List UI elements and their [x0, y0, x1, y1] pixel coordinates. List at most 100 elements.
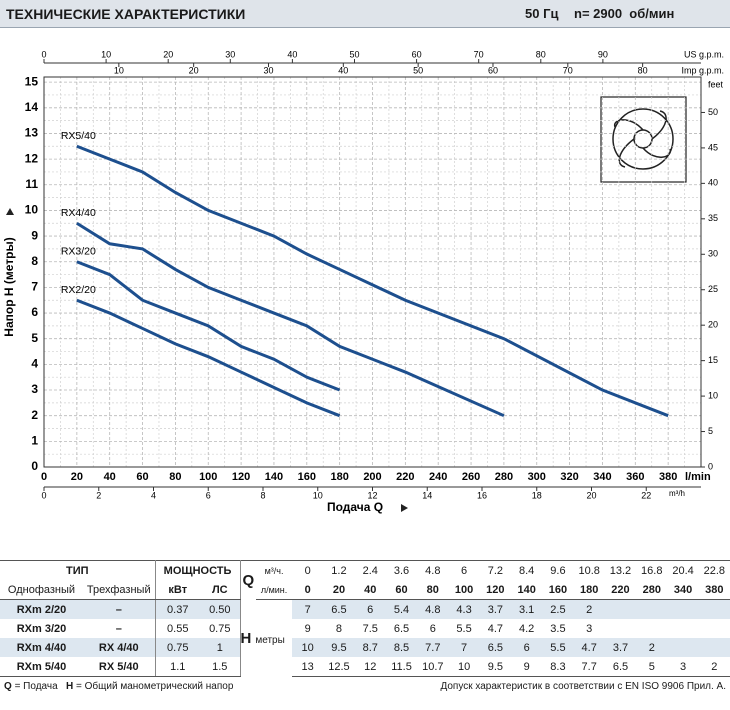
x-tick-label: 180: [330, 471, 348, 483]
y-tick-label: 7: [31, 280, 38, 294]
x-tick-label: 140: [265, 471, 283, 483]
x-title-arrow: [401, 504, 408, 512]
h-symbol: H: [66, 681, 74, 692]
top-tick-label: 60: [412, 49, 422, 59]
table-cell: 1: [200, 638, 241, 657]
y-tick-label: 3: [31, 382, 38, 396]
y2-tick-label: 30: [708, 249, 718, 259]
y2-tick-label: 35: [708, 213, 718, 223]
table-cell: [636, 619, 667, 638]
table-cell: [605, 619, 636, 638]
table-cell: 4.3: [448, 599, 480, 619]
table-cell: 9.5: [323, 638, 355, 657]
table-cell: 4.7: [487, 622, 503, 635]
table-cell: 2: [698, 657, 730, 677]
table-cell: 1.5: [200, 657, 241, 677]
table-cell: 11.5: [385, 657, 418, 677]
impeller-icon: [600, 96, 687, 183]
x-tick-label: 320: [560, 471, 578, 483]
table-cell: 4.8: [417, 560, 449, 580]
y2-tick-label: 15: [708, 355, 718, 365]
table-cell: 6: [429, 622, 436, 635]
table-cell: 7.5: [362, 622, 378, 635]
table-cell: 8.4: [511, 560, 543, 580]
y-title-arrow: [6, 208, 14, 215]
table-cell: 120: [479, 580, 511, 600]
table-cell: [667, 599, 699, 619]
table-cell: 20: [323, 580, 355, 600]
y-tick-label: 2: [31, 408, 38, 422]
table-cell: 6.5: [393, 622, 410, 635]
x-tick-label: 380: [659, 471, 677, 483]
x-tick-label: 300: [528, 471, 546, 483]
table-cell: 5.4: [385, 599, 418, 619]
top-tick-label: 50: [349, 49, 359, 59]
table-cell: [698, 638, 730, 657]
x-tick-label: 100: [199, 471, 217, 483]
x-tick-label: 280: [495, 471, 513, 483]
table-cell: 8.5: [385, 638, 418, 657]
x-tick-label: 80: [169, 471, 181, 483]
table-cell: 140: [511, 580, 543, 600]
table-cell: 8: [335, 622, 343, 635]
y-tick-label: 5: [31, 331, 38, 345]
y2-tick-label: 5: [708, 426, 713, 436]
curve: [76, 144, 669, 418]
table-cell: 6.5: [604, 657, 637, 677]
table-cell: 220: [604, 580, 637, 600]
y-tick-label: 11: [25, 177, 38, 191]
top-tick-label: 30: [225, 49, 235, 59]
table-cell: 13.2: [604, 560, 637, 580]
y2-tick-label: 50: [708, 107, 718, 117]
curve: [76, 298, 341, 418]
table-cell: [636, 599, 668, 619]
table-cell: кВт: [155, 580, 201, 600]
q-text: = Подача: [14, 681, 58, 692]
header-bar: ТЕХНИЧЕСКИЕ ХАРАКТЕРИСТИКИ 50 Гц n= 2900…: [0, 0, 730, 28]
top-tick-label: 70: [563, 65, 573, 75]
x-tick-label: 340: [593, 471, 611, 483]
top-tick-label: 30: [263, 65, 273, 75]
bottom2-tick-label: 16: [477, 490, 487, 500]
top-tick-label: 40: [287, 49, 297, 59]
table-cell: 0.50: [200, 599, 241, 619]
table-cell: 10.8: [573, 560, 605, 580]
table-cell: 7: [292, 599, 324, 619]
table-cell: 3.1: [511, 599, 543, 619]
top-tick-label: 0: [41, 49, 46, 59]
top-tick-label: 90: [598, 49, 608, 59]
bottom2-tick-label: 6: [206, 490, 211, 500]
x-axis-title: Подача Q: [327, 500, 383, 514]
table-cell: RX 5/40: [83, 657, 156, 677]
table-cell: 10: [292, 638, 324, 657]
table-cell: 2: [636, 638, 668, 657]
table-cell: 1.2: [323, 560, 355, 580]
top-tick-label: 20: [163, 49, 173, 59]
y-tick-label: 6: [31, 305, 38, 319]
plot-layer: 0 20 40 60 80 100 120 140 160 180 200 220 240 260 280 3…: [25, 49, 724, 500]
x-tick-label: 60: [136, 471, 148, 483]
y2-unit: feet: [708, 79, 724, 89]
table-cell: 9: [304, 622, 311, 635]
table-cell: –: [83, 599, 156, 619]
bottom2-tick-label: 14: [422, 490, 432, 500]
y-tick-label: 15: [25, 74, 39, 88]
h-text: = Общий манометрический напор: [76, 681, 234, 692]
footer-legend: Q = Подача H = Общий манометрический нап…: [4, 681, 233, 692]
x-tick-label: 260: [462, 471, 480, 483]
table-cell: 2: [573, 599, 605, 619]
footer-note: Допуск характеристик в соответствии с EN…: [440, 681, 726, 692]
table-cell: 180: [573, 580, 605, 600]
table-cell: 2.4: [354, 560, 386, 580]
table-cell: 9.6: [542, 560, 574, 580]
table-cell: 5.5: [542, 638, 574, 657]
table-cell: 3: [667, 657, 699, 677]
bottom2-unit: m³/h: [669, 489, 685, 498]
table-cell: 6.5: [479, 638, 511, 657]
y2-tick-label: 45: [708, 142, 718, 152]
table-cell: 0.55: [167, 622, 189, 635]
y-tick-label: 1: [31, 434, 38, 448]
